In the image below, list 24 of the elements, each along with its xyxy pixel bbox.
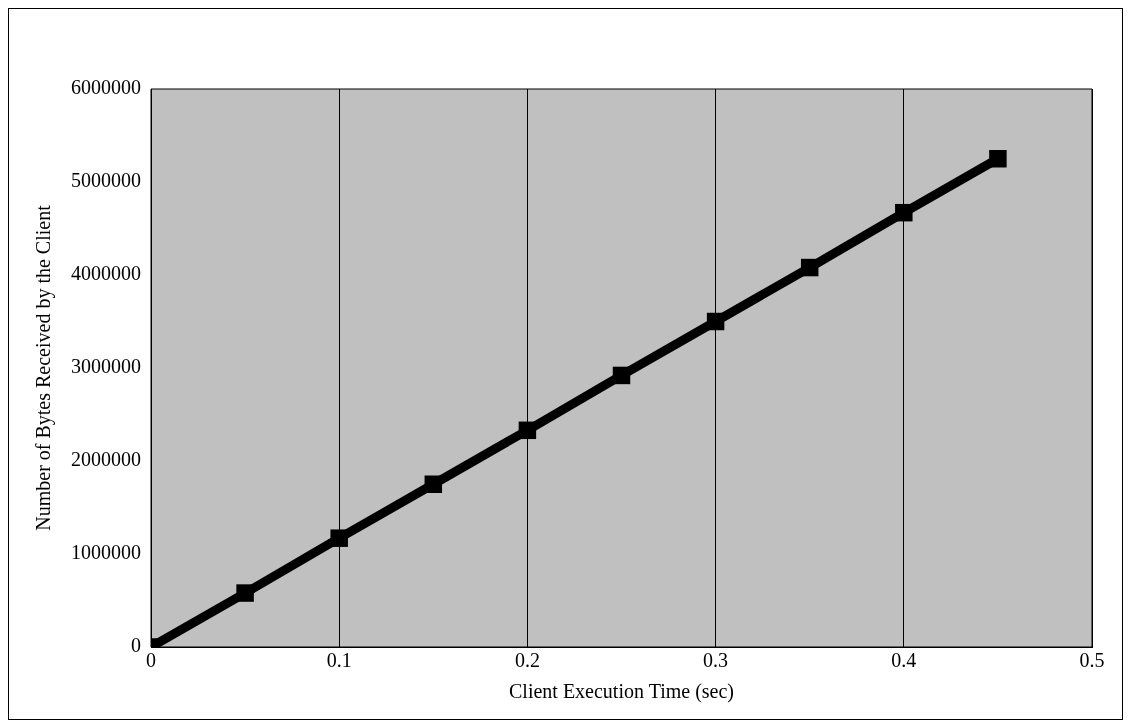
y-tick-label: 4000000: [71, 262, 141, 285]
point: [989, 150, 1007, 168]
y-tick-label: 1000000: [71, 541, 141, 564]
x-tick-label: 0: [146, 649, 156, 672]
point: [330, 529, 348, 547]
y-tick-label: 6000000: [71, 76, 141, 99]
point: [518, 421, 537, 440]
point: [236, 584, 254, 602]
point: [612, 366, 631, 385]
point: [800, 258, 819, 277]
x-tick-label: 0.1: [326, 649, 352, 672]
point: [424, 475, 443, 493]
x-tick-label: 0.4: [891, 649, 917, 672]
point: [895, 203, 913, 222]
x-axis-title: Client Execution Time (sec): [509, 680, 734, 704]
y-tick-label: 3000000: [71, 355, 141, 378]
point: [706, 312, 725, 331]
y-tick-label: 0: [131, 634, 141, 657]
y-tick-label: 2000000: [71, 448, 141, 471]
y-tick-label: 5000000: [71, 169, 141, 192]
x-tick-label: 0.3: [703, 649, 729, 672]
y-axis-title: Number of Bytes Received by the Client: [32, 204, 56, 531]
x-tick-label: 0.2: [514, 649, 540, 672]
x-tick-label: 0.5: [1079, 649, 1105, 672]
